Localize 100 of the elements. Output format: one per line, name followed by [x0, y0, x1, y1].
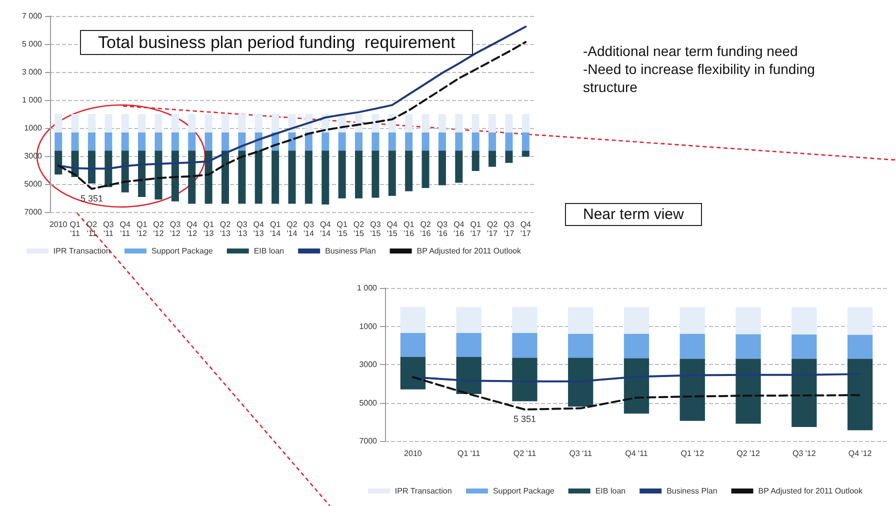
x-tick-label: Q3 '13: [236, 220, 248, 238]
legend-label: Business Plan: [325, 246, 376, 256]
bar: [388, 150, 396, 196]
bar: [188, 114, 196, 132]
y-tick-label: 3000: [359, 360, 378, 369]
bar: [254, 114, 262, 132]
y-tick-label: 7000: [24, 208, 43, 216]
x-tick-label: Q2 '12: [736, 449, 760, 458]
x-tick-label: Q3 '14: [303, 220, 315, 238]
bar: [568, 334, 594, 358]
bar: [512, 307, 538, 333]
bar: [372, 114, 380, 132]
x-tick-label: Q4 '15: [386, 220, 398, 238]
x-tick-label: Q3 '11: [103, 220, 114, 238]
bar: [322, 132, 330, 151]
bar: [736, 334, 761, 359]
x-tick-label: Q3 '15: [370, 220, 382, 238]
x-tick-label: Q3 '11: [569, 449, 593, 458]
bar: [400, 332, 426, 357]
bar: [505, 150, 513, 163]
x-tick-label: Q4 '14: [320, 220, 332, 238]
bar: [438, 150, 446, 186]
x-tick-label: Q1 '15: [336, 220, 348, 238]
bar: [422, 114, 430, 132]
x-tick-label: Q3 '16: [436, 220, 448, 238]
bar: [847, 307, 873, 335]
bar: [488, 114, 496, 132]
bar: [372, 132, 380, 151]
bar: [338, 132, 346, 151]
bar: [338, 150, 346, 198]
x-tick-label: Q3 '12: [792, 449, 816, 458]
legend-label: EIB loan: [595, 486, 626, 496]
y-tick-label: 5000: [359, 398, 378, 408]
bar: [438, 132, 446, 151]
bar: [272, 150, 280, 204]
chart-title: Near term view: [583, 206, 684, 223]
bar: [472, 114, 480, 132]
bar: [847, 334, 873, 359]
x-tick-label: 2010: [404, 449, 422, 458]
bar: [171, 114, 179, 132]
bar: [104, 132, 112, 151]
text: Total business plan period funding requirement: [98, 33, 456, 52]
bar: [121, 114, 129, 132]
bar: [355, 114, 363, 132]
bar: [138, 114, 146, 132]
bar: [405, 114, 413, 132]
bar: [238, 114, 246, 132]
y-tick-label: 3 000: [22, 68, 43, 76]
bar: [512, 358, 538, 402]
x-tick-label: Q1 '16: [403, 220, 415, 238]
bar: [456, 307, 482, 333]
bar: [680, 358, 705, 421]
bar: [104, 114, 112, 132]
bar: [522, 114, 530, 132]
x-tick-label: Q1 '13: [203, 220, 214, 238]
bar: [254, 150, 262, 204]
x-tick-label: Q4 '17: [520, 220, 532, 238]
x-tick-label: Q2 '16: [420, 220, 432, 238]
legend-label: IPR Transaction: [53, 246, 110, 256]
y-tick-label: 1 000: [22, 96, 43, 104]
text: -Additional near term funding need: [583, 42, 799, 60]
bar: [71, 114, 79, 132]
bar: [154, 114, 162, 132]
line-series: [412, 373, 862, 382]
x-tick-label: Q2 '11: [513, 449, 537, 458]
bar: [204, 132, 212, 151]
bar: [455, 114, 463, 132]
legend-label: Support Package: [492, 486, 555, 496]
x-tick-label: Q4 '13: [253, 220, 265, 238]
data-label: 5 351: [80, 193, 103, 204]
line-series: [412, 376, 862, 410]
bar: [171, 132, 179, 151]
bar: [488, 150, 496, 167]
bar: [736, 358, 761, 424]
bar: [405, 150, 413, 192]
bar: [54, 150, 62, 174]
x-tick-label: Q4 '12: [186, 220, 198, 238]
x-tick-label: Q1 '11: [457, 449, 481, 458]
x-tick-label: Q4 '11: [120, 220, 131, 238]
legend-label: BP Adjusted for 2011 Outlook: [758, 486, 864, 496]
x-tick-label: Q1 '11: [70, 220, 81, 238]
x-tick-label: Q1 '14: [270, 220, 282, 238]
bar: [138, 150, 146, 198]
bar: [388, 132, 396, 151]
bar: [522, 132, 530, 151]
legend-label: BP Adjusted for 2011 Outlook: [416, 246, 522, 256]
bar: [455, 150, 463, 183]
x-tick-label: Q2 '12: [153, 220, 164, 238]
bar: [154, 132, 162, 151]
bar: [121, 132, 129, 151]
x-tick-label: Q3 '17: [504, 220, 515, 238]
bar: [505, 114, 513, 132]
x-tick-label: Q2 '14: [286, 220, 298, 238]
bar: [405, 132, 413, 151]
bar: [624, 334, 650, 358]
bar: [322, 150, 330, 204]
x-tick-label: Q4 '12: [848, 449, 872, 458]
bar: [88, 150, 96, 184]
bar: [736, 307, 761, 334]
bar: [422, 132, 430, 151]
